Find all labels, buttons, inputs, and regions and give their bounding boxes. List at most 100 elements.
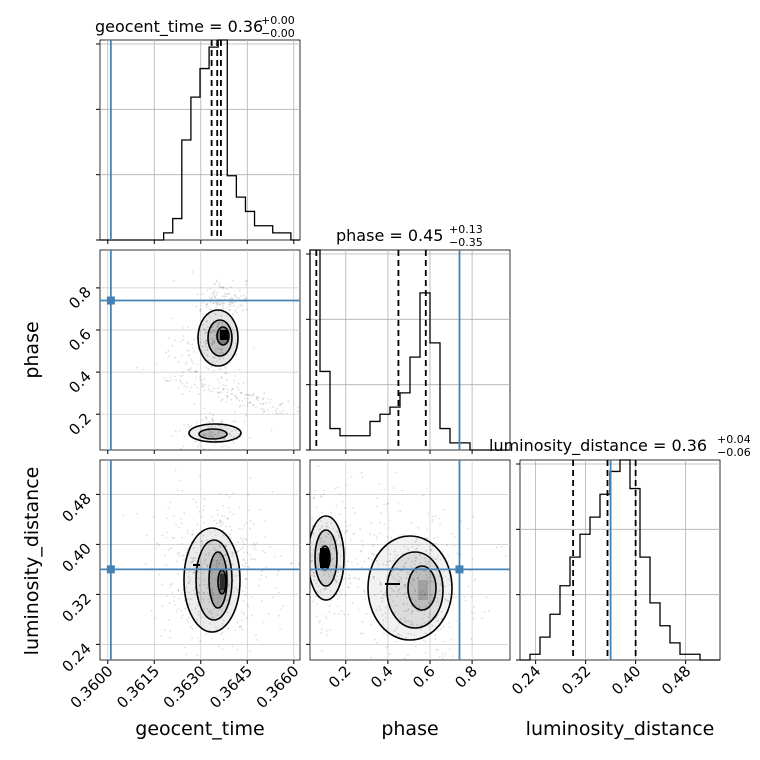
sample-point <box>370 623 372 626</box>
sample-point <box>183 512 186 514</box>
sample-point <box>322 574 325 576</box>
sample-point <box>400 577 403 580</box>
sample-point <box>122 514 124 516</box>
sample-point <box>270 429 273 432</box>
sample-point <box>304 533 306 535</box>
sample-point <box>219 367 222 370</box>
sample-point <box>471 643 473 645</box>
sample-point <box>403 610 405 613</box>
sample-point <box>244 562 247 565</box>
sample-point <box>222 357 225 360</box>
sample-point <box>367 557 370 559</box>
sample-point <box>412 579 415 582</box>
sample-point <box>263 551 266 554</box>
sample-point <box>213 357 216 359</box>
sample-point <box>345 484 348 486</box>
sample-point <box>182 371 185 374</box>
sample-point <box>252 544 254 547</box>
sample-point <box>223 388 226 390</box>
sample-point <box>347 613 350 616</box>
sample-point <box>205 367 208 369</box>
sample-point <box>206 302 209 305</box>
sample-point <box>321 511 324 514</box>
sample-point <box>199 375 201 378</box>
ytick-label-luminosity-distance: 0.24 <box>58 639 94 675</box>
sample-point <box>376 535 379 538</box>
sample-point <box>323 589 325 591</box>
sample-point <box>196 386 199 389</box>
sample-point <box>178 551 181 554</box>
sample-point <box>171 344 174 347</box>
sample-point <box>224 553 227 556</box>
sample-point <box>394 557 397 559</box>
sample-point <box>394 578 397 581</box>
sample-point <box>391 589 394 592</box>
ytick-label-phase: 0.6 <box>65 325 95 355</box>
sample-point <box>234 629 237 632</box>
sample-point <box>361 476 364 479</box>
sample-point <box>418 553 421 556</box>
sample-point <box>340 593 342 596</box>
sample-point <box>215 560 218 562</box>
sample-point <box>200 379 203 382</box>
sample-point <box>187 355 190 357</box>
sample-point <box>422 639 425 642</box>
sample-point <box>403 583 406 586</box>
sample-point <box>320 496 322 498</box>
title-phase-sup: +0.13 <box>449 223 483 236</box>
sample-point <box>249 520 252 522</box>
sample-point <box>425 573 428 576</box>
ytick-label-luminosity-distance: 0.32 <box>58 589 94 625</box>
sample-point <box>326 522 328 524</box>
sample-point <box>474 578 477 580</box>
sample-point <box>326 633 329 636</box>
sample-point <box>211 589 213 592</box>
sample-point <box>321 580 323 583</box>
sample-point <box>217 326 219 328</box>
sample-point <box>202 509 205 511</box>
sample-point <box>290 562 293 565</box>
sample-point <box>416 547 418 550</box>
sample-point <box>328 611 331 613</box>
sample-point <box>206 326 209 329</box>
sample-point <box>276 407 279 410</box>
sample-point <box>321 524 323 527</box>
sample-point <box>419 591 422 593</box>
sample-point <box>231 555 234 558</box>
sample-point <box>226 427 229 430</box>
sample-point <box>337 566 340 568</box>
sample-point <box>390 536 393 539</box>
sample-point <box>384 616 387 619</box>
sample-point <box>444 652 447 655</box>
sample-point <box>338 590 341 593</box>
sample-point <box>205 342 208 345</box>
sample-point <box>203 328 206 331</box>
sample-point <box>167 349 170 352</box>
contour-line-lum-phase <box>314 529 338 587</box>
sample-point <box>212 294 215 297</box>
sample-point <box>353 577 355 580</box>
sample-point <box>260 407 263 410</box>
sample-point <box>243 559 246 562</box>
sample-point <box>218 596 221 598</box>
sample-point <box>234 575 237 578</box>
sample-point <box>244 578 247 581</box>
sample-point <box>221 515 223 518</box>
sample-point <box>313 496 315 499</box>
sample-point <box>335 530 338 533</box>
sample-point <box>193 572 196 574</box>
sample-point <box>406 571 409 573</box>
sample-point <box>389 653 391 655</box>
sample-point <box>262 621 265 624</box>
sample-point <box>403 565 406 568</box>
sample-point <box>180 522 183 524</box>
ytick-label-phase: 0.2 <box>65 409 95 439</box>
sample-point <box>386 535 389 538</box>
sample-point <box>207 368 210 370</box>
sample-point <box>228 432 231 435</box>
sample-point <box>397 632 400 635</box>
sample-point <box>329 544 332 547</box>
sample-point <box>171 582 174 585</box>
sample-point <box>178 597 180 600</box>
sample-point <box>191 533 194 536</box>
